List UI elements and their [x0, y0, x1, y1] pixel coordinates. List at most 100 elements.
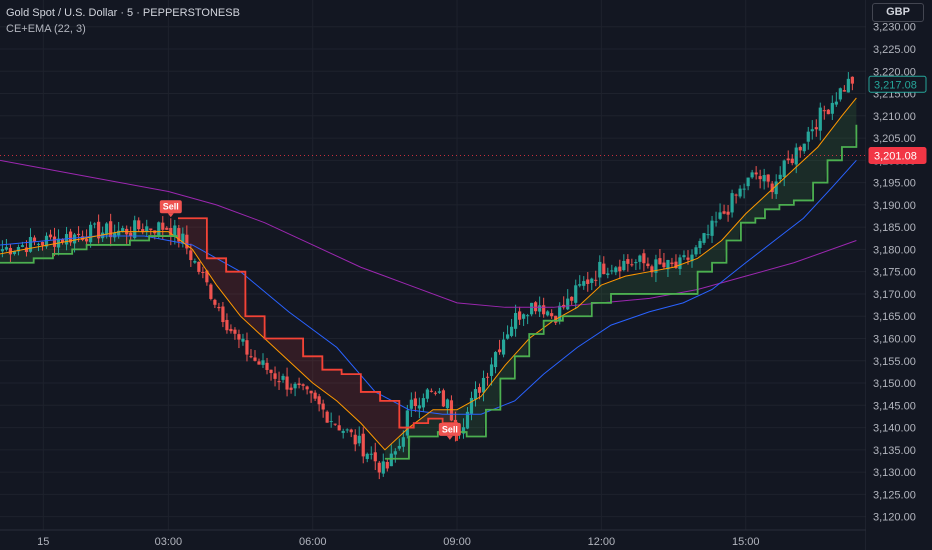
candle-body	[786, 158, 790, 161]
candle-body	[189, 250, 193, 261]
candle-body	[317, 396, 321, 405]
candle-body	[133, 220, 137, 238]
candle-body	[546, 311, 550, 316]
candle-body	[522, 314, 526, 319]
candle-body	[714, 221, 718, 223]
candle-body	[353, 434, 357, 445]
price-axis[interactable]: 3,120.00 3,125.00 3,130.00 3,135.00 3,140.00…	[866, 0, 932, 550]
candle-body	[658, 258, 662, 265]
candle-body	[341, 430, 345, 433]
sell-signal-label: Sell	[163, 202, 179, 212]
candle-body	[690, 254, 694, 262]
candle-body	[253, 357, 257, 361]
candle-body	[445, 399, 450, 409]
time-axis[interactable]: 15 03:00 06:00 09:00 12:00 15:00	[37, 536, 759, 548]
y-tick-label: 3,170.00	[873, 289, 916, 301]
candle-body	[413, 398, 417, 407]
candle-body	[489, 364, 494, 376]
candle-body	[810, 129, 814, 132]
candle-body	[161, 222, 165, 230]
candle-body	[766, 174, 770, 182]
symbol-title[interactable]: Gold Spot / U.S. Dollar · 5 · PEPPERSTON…	[6, 7, 240, 19]
sell-signal-box	[159, 200, 182, 214]
candle-body	[141, 229, 145, 233]
candle-body	[802, 143, 806, 152]
candle-body	[770, 183, 774, 193]
candle-body	[137, 220, 141, 230]
candle-body	[241, 338, 245, 342]
candle-body	[397, 445, 401, 449]
y-tick-label: 3,220.00	[873, 66, 916, 78]
ema-fast-line	[0, 97, 857, 451]
x-tick-label: 06:00	[299, 536, 327, 548]
candle-body	[421, 398, 425, 408]
y-tick-label: 3,135.00	[873, 445, 916, 457]
candle-body	[4, 247, 9, 250]
candle-body	[285, 376, 289, 390]
candle-body	[826, 109, 830, 115]
candle-body	[606, 273, 610, 275]
candle-body	[630, 264, 634, 266]
candle-body	[726, 211, 730, 215]
candle-body	[85, 238, 89, 242]
candle-body	[357, 435, 361, 444]
candle-body	[449, 400, 454, 421]
candle-body	[345, 429, 349, 431]
y-tick-label: 3,175.00	[873, 267, 916, 279]
candle-body	[834, 101, 838, 105]
sell-signal-2[interactable]: Sell	[438, 422, 461, 440]
candle-body	[465, 411, 470, 429]
current-price-badge-box	[868, 147, 927, 165]
candle-body	[501, 339, 506, 355]
candle-body	[754, 172, 758, 175]
candle-body	[513, 313, 518, 329]
candle-body	[518, 311, 522, 320]
sell-signal-label: Sell	[442, 424, 458, 434]
candle-body	[245, 340, 249, 355]
x-tick-label: 15	[37, 536, 49, 548]
candle-body	[622, 260, 626, 271]
candle-body	[782, 160, 786, 178]
candle-body	[818, 107, 822, 131]
currency-button[interactable]: GBP	[872, 3, 924, 22]
candle-body	[277, 381, 281, 383]
x-tick-label: 09:00	[443, 536, 471, 548]
candle-body	[538, 305, 542, 312]
candle-body	[349, 429, 353, 433]
candle-body	[481, 377, 486, 393]
candle-body	[558, 305, 562, 321]
sell-signal-1[interactable]: Sell	[159, 200, 182, 218]
candle-body	[273, 373, 277, 379]
candle-body	[594, 279, 598, 281]
candle-body	[68, 231, 73, 243]
candle-body	[76, 233, 81, 236]
candle-body	[842, 90, 846, 92]
y-tick-label: 3,160.00	[873, 333, 916, 345]
candle-body	[28, 237, 33, 252]
candle-body	[730, 193, 734, 213]
candle-body	[473, 389, 478, 400]
indicator-title[interactable]: CE+EMA (22, 3)	[6, 23, 86, 35]
y-tick-label: 3,125.00	[873, 489, 916, 501]
candle-body	[217, 306, 221, 309]
candle-body	[405, 410, 409, 436]
candle-body	[710, 220, 714, 236]
candle-body	[149, 228, 153, 231]
candle-body	[682, 255, 686, 258]
candle-body	[750, 172, 754, 178]
candle-body	[602, 263, 606, 275]
candle-body	[698, 240, 702, 248]
candle-body	[702, 233, 706, 243]
candle-body	[257, 361, 261, 365]
candle-body	[89, 224, 93, 243]
candle-body	[337, 425, 341, 431]
candle-body	[798, 146, 802, 151]
candle-body	[666, 259, 670, 270]
candle-body	[221, 306, 225, 323]
candle-body	[778, 174, 782, 180]
candle-body	[550, 313, 554, 317]
candle-body	[582, 281, 586, 286]
candle-body	[429, 390, 433, 392]
